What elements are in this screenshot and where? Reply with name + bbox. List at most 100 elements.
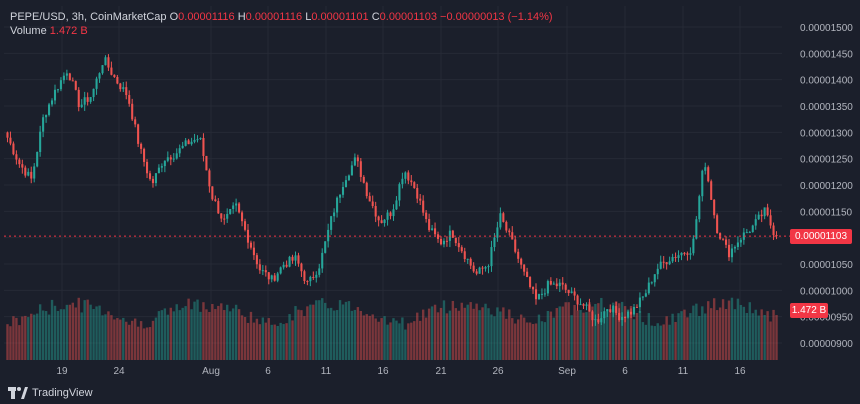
volume-legend: Volume 1.472 B [10, 25, 88, 37]
candle-body [303, 271, 306, 281]
candle-body [338, 194, 342, 198]
last-volume-tag: 1.472 B [790, 303, 828, 318]
volume-bar [433, 304, 437, 360]
volume-bar [249, 311, 253, 360]
candle-body [564, 284, 567, 290]
volume-bar [374, 318, 377, 360]
candle-body [368, 196, 371, 202]
volume-bar [505, 318, 508, 360]
tradingview-logo[interactable]: TradingView [8, 386, 93, 400]
volume-bar [525, 322, 529, 360]
candle-body [505, 221, 508, 231]
volume-bar [733, 309, 737, 360]
volume-bar [430, 306, 434, 360]
volume-bar [674, 321, 677, 360]
volume-bar [617, 303, 621, 360]
symbol-label[interactable]: PEPE/USD, 3h, CoinMarketCap [10, 11, 167, 23]
candle-body [184, 140, 187, 146]
volume-bar [335, 310, 339, 360]
candle-body [428, 219, 431, 231]
volume-bar [151, 320, 155, 360]
candle-body [89, 97, 92, 102]
volume-bar [9, 326, 12, 360]
volume-bar [30, 313, 33, 360]
volume-bar [279, 322, 282, 360]
x-tick-label: 26 [492, 366, 504, 377]
candle-body [246, 229, 250, 243]
candle-body [255, 255, 258, 265]
candle-body [751, 225, 754, 233]
volume-bar [160, 310, 164, 360]
volume-bar [424, 317, 428, 360]
volume-bar [74, 307, 77, 360]
candle-body [398, 184, 401, 201]
close-value: 0.00001103 [379, 11, 437, 23]
volume-bar [626, 309, 630, 360]
volume-bar [540, 321, 544, 360]
candle-body [775, 235, 778, 237]
candle-body [202, 137, 205, 156]
price-chart[interactable]: 0.00001500 0.00001450 0.00001400 0.00001350… [0, 0, 860, 380]
candle-body [419, 198, 422, 201]
candle-body [478, 267, 481, 274]
x-tick-label: Sep [558, 366, 576, 377]
volume-bar [148, 327, 152, 360]
volume-bar [110, 315, 113, 360]
volume-bar [724, 308, 728, 360]
volume-bar [142, 328, 146, 360]
volume-bar [573, 304, 576, 360]
volume-bar [35, 313, 39, 360]
volume-bar [742, 306, 746, 360]
candle-body [65, 73, 68, 76]
candle-body [347, 175, 350, 181]
candle-body [350, 165, 353, 176]
candle-body [116, 77, 119, 84]
x-tick-label: 11 [678, 366, 689, 377]
candle-body [21, 164, 24, 168]
candle-body [552, 283, 555, 285]
volume-bar [288, 314, 291, 360]
candle-body [235, 203, 238, 206]
candle-body [193, 139, 196, 142]
candle-body [241, 212, 244, 222]
volume-bar [56, 310, 60, 360]
candle-body [243, 221, 247, 230]
candle-body [166, 157, 169, 161]
x-tick-label: 21 [435, 366, 447, 377]
volume-bar [469, 302, 472, 360]
candle-body [526, 271, 529, 278]
candle-body [727, 244, 731, 258]
volume-bar [68, 304, 72, 360]
volume-bar [659, 325, 662, 360]
time-axis[interactable]: 19 24 Aug 6 11 16 21 26 Sep 6 11 16 [56, 366, 746, 377]
volume-bar [730, 297, 734, 360]
candle-body [722, 238, 725, 240]
y-tick-label: 0.00001450 [800, 49, 853, 60]
candle-body [6, 132, 9, 138]
volume-bar [427, 308, 431, 360]
candle-body [282, 264, 285, 268]
volume-bar [632, 319, 636, 360]
candle-body [140, 143, 143, 149]
candle-body [716, 215, 719, 234]
candle-body [83, 97, 86, 105]
candle-body [511, 232, 514, 240]
volume-bar [273, 324, 276, 360]
candle-body [344, 180, 348, 187]
candle-body [377, 216, 380, 221]
candle-body [656, 268, 659, 275]
candle-body [772, 225, 775, 236]
change-value: −0.00000013 (−1.14%) [440, 11, 553, 23]
volume-bar [27, 317, 30, 360]
volume-bar [125, 321, 128, 360]
volume-bar [329, 307, 333, 360]
candle-body [143, 148, 146, 162]
candle-body [635, 306, 639, 308]
volume-bar [766, 311, 769, 360]
candle-body [327, 229, 330, 242]
volume-label[interactable]: Volume [10, 25, 47, 37]
candle-body [220, 213, 223, 219]
candle-body [392, 209, 395, 217]
y-tick-label: 0.00001300 [800, 128, 853, 139]
volume-bar [297, 309, 300, 360]
